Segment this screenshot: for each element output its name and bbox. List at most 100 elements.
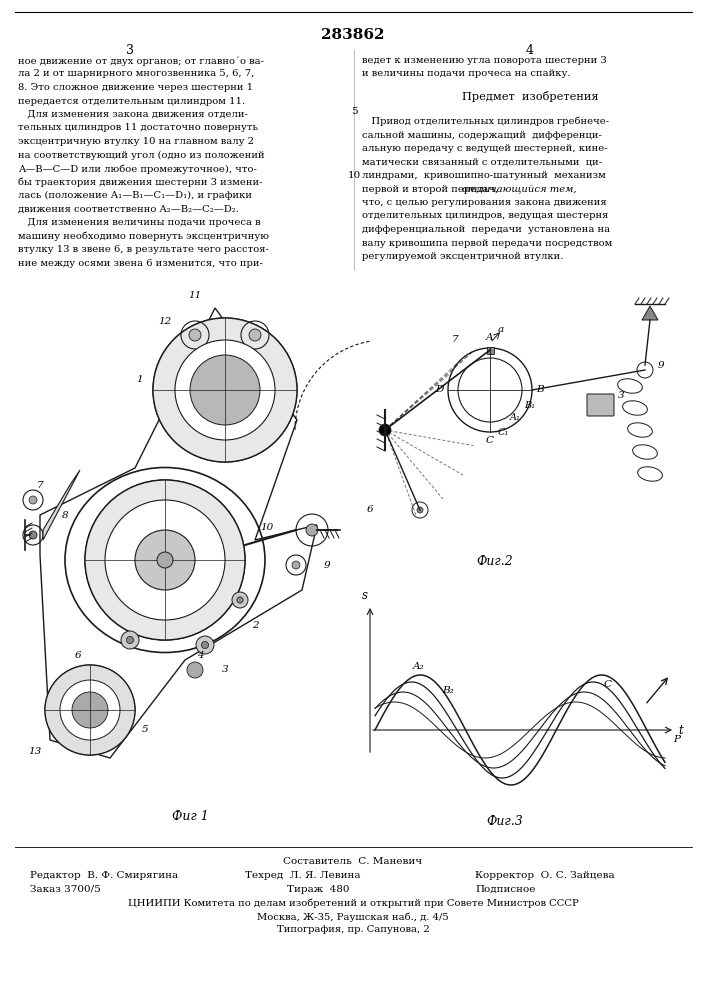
Text: 283862: 283862: [321, 28, 385, 42]
FancyBboxPatch shape: [587, 394, 614, 416]
Text: P: P: [673, 736, 680, 744]
Text: ние между осями звена 6 изменится, что при-: ние между осями звена 6 изменится, что п…: [18, 258, 263, 267]
Circle shape: [187, 662, 203, 678]
Text: регулируемой эксцентричной втулки.: регулируемой эксцентричной втулки.: [362, 252, 563, 261]
Text: t: t: [678, 724, 683, 736]
Text: Фиг 1: Фиг 1: [172, 810, 209, 823]
Text: 3: 3: [618, 390, 624, 399]
Text: 12: 12: [158, 318, 172, 326]
Text: 6: 6: [366, 506, 373, 514]
Circle shape: [135, 530, 195, 590]
Circle shape: [201, 641, 209, 649]
Text: 9: 9: [324, 560, 330, 570]
Text: Редактор  В. Ф. Смирягина: Редактор В. Ф. Смирягина: [30, 871, 178, 880]
Text: что, с целью регулирования закона движения: что, с целью регулирования закона движен…: [362, 198, 607, 207]
Text: на соответствующий угол (одно из положений: на соответствующий угол (одно из положен…: [18, 150, 264, 160]
Text: и величины подачи прочеса на спайку.: и величины подачи прочеса на спайку.: [362, 70, 571, 79]
Circle shape: [237, 597, 243, 603]
Text: тельных цилиндров 11 достаточно повернуть: тельных цилиндров 11 достаточно повернут…: [18, 123, 258, 132]
Circle shape: [153, 318, 297, 462]
Text: B₂: B₂: [442, 686, 454, 695]
Text: 10: 10: [347, 171, 361, 180]
Text: Предмет  изобретения: Предмет изобретения: [462, 91, 598, 102]
Text: B₁: B₁: [524, 400, 535, 410]
Text: валу кривошипа первой передачи посредством: валу кривошипа первой передачи посредств…: [362, 238, 612, 247]
Circle shape: [29, 531, 37, 539]
Text: s: s: [362, 589, 368, 602]
Text: 13: 13: [28, 748, 42, 756]
Circle shape: [306, 524, 318, 536]
Text: эксцентричную втулку 10 на главном валу 2: эксцентричную втулку 10 на главном валу …: [18, 137, 254, 146]
Text: Москва, Ж-35, Раушская наб., д. 4/5: Москва, Ж-35, Раушская наб., д. 4/5: [257, 912, 449, 922]
Text: C: C: [604, 680, 612, 689]
Text: лась (положение A₁—B₁—C₁—D₁), и графики: лась (положение A₁—B₁—C₁—D₁), и графики: [18, 191, 252, 200]
Bar: [486, 347, 493, 354]
Circle shape: [379, 424, 391, 436]
Text: Фиг.3: Фиг.3: [486, 815, 523, 828]
Text: передается отделительным цилиндром 11.: передается отделительным цилиндром 11.: [18, 97, 245, 105]
Text: B: B: [536, 385, 544, 394]
Text: втулку 13 в звене 6, в результате чего расстоя-: втулку 13 в звене 6, в результате чего р…: [18, 245, 269, 254]
Circle shape: [292, 561, 300, 569]
Text: машину необходимо повернуть эксцентричную: машину необходимо повернуть эксцентричну…: [18, 232, 269, 241]
Text: Привод отделительных цилиндров гребнече-: Привод отделительных цилиндров гребнече-: [362, 117, 609, 126]
Circle shape: [45, 665, 135, 755]
Text: движения соответственно A₂—B₂—C₂—D₂.: движения соответственно A₂—B₂—C₂—D₂.: [18, 205, 239, 214]
Text: Подписное: Подписное: [475, 885, 535, 894]
Text: 1: 1: [136, 375, 144, 384]
Circle shape: [85, 480, 245, 640]
Text: Для изменения величины подачи прочеса в: Для изменения величины подачи прочеса в: [18, 218, 261, 227]
Text: D: D: [436, 385, 444, 394]
Text: ведет к изменению угла поворота шестерни 3: ведет к изменению угла поворота шестерни…: [362, 56, 607, 65]
Text: Тираж  480: Тираж 480: [287, 885, 349, 894]
Text: 3: 3: [222, 666, 228, 674]
Text: ЦНИИПИ Комитета по делам изобретений и открытий при Совете Министров СССР: ЦНИИПИ Комитета по делам изобретений и о…: [128, 899, 578, 908]
Circle shape: [189, 329, 201, 341]
Circle shape: [196, 636, 214, 654]
Text: Для изменения закона движения отдели-: Для изменения закона движения отдели-: [18, 110, 248, 119]
Circle shape: [249, 329, 261, 341]
Text: 8: 8: [62, 510, 69, 520]
Circle shape: [175, 340, 275, 440]
Text: 8. Это сложное движение через шестерни 1: 8. Это сложное движение через шестерни 1: [18, 83, 253, 92]
Text: Типография, пр. Сапунова, 2: Типография, пр. Сапунова, 2: [276, 925, 429, 934]
Text: дифференциальной  передачи  установлена на: дифференциальной передачи установлена на: [362, 225, 610, 234]
Text: отделительных цилиндров, ведущая шестерня: отделительных цилиндров, ведущая шестерн…: [362, 212, 609, 221]
Circle shape: [60, 680, 120, 740]
Circle shape: [190, 355, 260, 425]
Text: линдрами,  кривошипно-шатунный  механизм: линдрами, кривошипно-шатунный механизм: [362, 171, 606, 180]
Text: C: C: [486, 436, 494, 445]
Text: 5: 5: [141, 726, 148, 734]
Text: 7: 7: [37, 481, 43, 489]
Text: 7: 7: [452, 336, 458, 344]
Circle shape: [105, 500, 225, 620]
Text: 6: 6: [75, 650, 81, 660]
Text: Фиг.2: Фиг.2: [477, 555, 513, 568]
Text: C₁: C₁: [498, 428, 509, 437]
Text: 11: 11: [188, 290, 201, 300]
Text: ла 2 и от шарнирного многозвенника 5, 6, 7,: ла 2 и от шарнирного многозвенника 5, 6,…: [18, 70, 255, 79]
Text: 4: 4: [526, 44, 534, 57]
Text: a: a: [498, 326, 504, 334]
Text: 3: 3: [126, 44, 134, 57]
Text: 5: 5: [351, 106, 357, 115]
Circle shape: [29, 496, 37, 504]
Circle shape: [72, 692, 108, 728]
Circle shape: [417, 507, 423, 513]
Text: 4: 4: [197, 650, 204, 660]
Text: A₂: A₂: [413, 662, 424, 671]
Text: Составитель  С. Маневич: Составитель С. Маневич: [284, 857, 423, 866]
Text: бы траектория движения шестерни 3 измени-: бы траектория движения шестерни 3 измени…: [18, 178, 262, 187]
Text: альную передачу с ведущей шестерней, кине-: альную передачу с ведущей шестерней, кин…: [362, 144, 607, 153]
Text: 2: 2: [252, 620, 258, 630]
Text: сальной машины, содержащий  дифференци-: сальной машины, содержащий дифференци-: [362, 130, 602, 139]
Text: A: A: [486, 333, 493, 342]
Text: первой и второй передач,: первой и второй передач,: [362, 184, 501, 194]
Circle shape: [232, 592, 248, 608]
Text: A₁: A₁: [510, 412, 521, 422]
Text: Техред  Л. Я. Левина: Техред Л. Я. Левина: [245, 871, 361, 880]
Text: отличающийся тем,: отличающийся тем,: [462, 184, 576, 194]
Text: Заказ 3700/5: Заказ 3700/5: [30, 885, 101, 894]
Text: 9: 9: [658, 360, 665, 369]
Text: матически связанный с отделительными  ци-: матически связанный с отделительными ци-: [362, 157, 602, 166]
